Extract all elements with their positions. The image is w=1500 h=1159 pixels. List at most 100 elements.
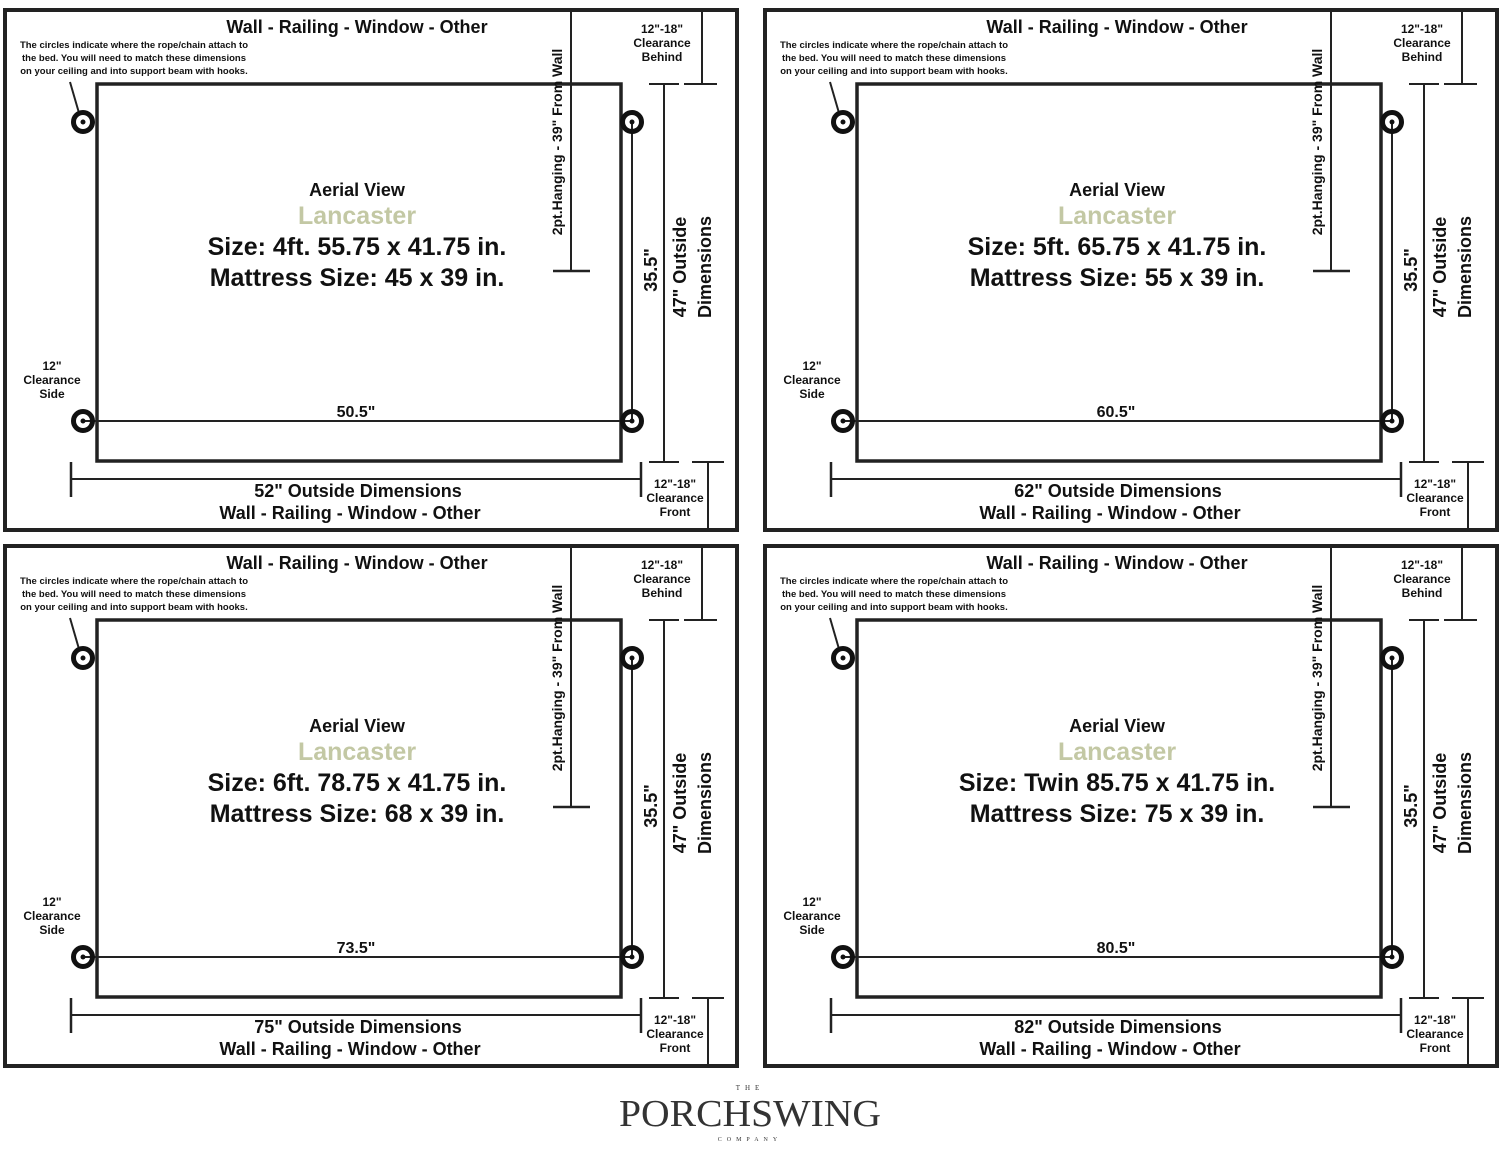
inner-width-label: 73.5" bbox=[337, 940, 376, 957]
size-label: Size: Twin 85.75 x 41.75 in. bbox=[959, 769, 1275, 797]
model-name: Lancaster bbox=[298, 202, 416, 230]
note-line: the bed. You will need to match these di… bbox=[22, 53, 246, 64]
inner-depth-label: 35.5" bbox=[641, 784, 661, 828]
outer-width-label: 62" Outside Dimensions bbox=[1014, 481, 1222, 501]
clearance-behind: Behind bbox=[1402, 586, 1443, 600]
note-line: The circles indicate where the rope/chai… bbox=[20, 40, 248, 51]
note-pointer bbox=[69, 617, 80, 650]
note-line: on your ceiling and into support beam wi… bbox=[780, 602, 1007, 613]
inner-width-label: 50.5" bbox=[337, 404, 376, 421]
note-line: the bed. You will need to match these di… bbox=[782, 53, 1006, 64]
size-diagram-panel: Wall - Railing - Window - Other The circ… bbox=[3, 544, 739, 1068]
clearance-side: Side bbox=[39, 387, 65, 401]
clearance-behind: 12"-18" bbox=[1401, 558, 1443, 572]
clearance-front: Clearance bbox=[1406, 491, 1464, 505]
note-line: the bed. You will need to match these di… bbox=[782, 589, 1006, 600]
attach-point-icon bbox=[831, 409, 855, 433]
bed-outline bbox=[855, 618, 1383, 999]
model-name: Lancaster bbox=[1058, 738, 1176, 766]
clearance-behind: 12"-18" bbox=[641, 22, 683, 36]
mattress-size-label: Mattress Size: 68 x 39 in. bbox=[210, 800, 505, 828]
bed-outline bbox=[95, 618, 623, 999]
outer-width-label: 52" Outside Dimensions bbox=[254, 481, 462, 501]
clearance-front: Front bbox=[660, 505, 691, 519]
size-label: Size: 4ft. 55.75 x 41.75 in. bbox=[208, 233, 507, 261]
attach-point-icon bbox=[1380, 646, 1404, 670]
model-name: Lancaster bbox=[1058, 202, 1176, 230]
attach-point-icon bbox=[71, 945, 95, 969]
clearance-front: Clearance bbox=[646, 1027, 704, 1041]
logo-the: THE bbox=[736, 1084, 765, 1092]
wall-label-bottom: Wall - Railing - Window - Other bbox=[219, 1039, 480, 1059]
size-diagram-panel: Wall - Railing - Window - Other The circ… bbox=[763, 8, 1499, 532]
wall-label-top: Wall - Railing - Window - Other bbox=[226, 17, 487, 37]
attach-point-icon bbox=[831, 110, 855, 134]
mattress-size-label: Mattress Size: 75 x 39 in. bbox=[970, 800, 1265, 828]
logo-company: COMPANY bbox=[718, 1137, 782, 1143]
clearance-side: 12" bbox=[42, 359, 61, 373]
size-label: Size: 5ft. 65.75 x 41.75 in. bbox=[968, 233, 1267, 261]
wall-label-top: Wall - Railing - Window - Other bbox=[986, 553, 1247, 573]
clearance-side: Clearance bbox=[783, 909, 841, 923]
clearance-side: Clearance bbox=[783, 373, 841, 387]
inner-depth-label: 35.5" bbox=[641, 248, 661, 292]
note-line: on your ceiling and into support beam wi… bbox=[20, 66, 247, 77]
brand-logo: THE PORCHSWING COMPANY bbox=[619, 1084, 881, 1143]
inner-width-label: 60.5" bbox=[1097, 404, 1136, 421]
outer-depth-label: 47" Outside bbox=[670, 217, 690, 318]
clearance-side: Side bbox=[799, 387, 825, 401]
clearance-front: 12"-18" bbox=[654, 477, 696, 491]
mattress-size-label: Mattress Size: 55 x 39 in. bbox=[970, 264, 1265, 292]
attach-point-icon bbox=[71, 409, 95, 433]
clearance-behind: Clearance bbox=[633, 36, 691, 50]
note-pointer bbox=[829, 617, 840, 650]
attach-point-icon bbox=[620, 409, 644, 433]
clearance-front: Clearance bbox=[1406, 1027, 1464, 1041]
clearance-side: Clearance bbox=[23, 373, 81, 387]
attach-point-icon bbox=[620, 110, 644, 134]
note-line: The circles indicate where the rope/chai… bbox=[20, 576, 248, 587]
clearance-behind: 12"-18" bbox=[641, 558, 683, 572]
hanging-label: 2pt.Hanging - 39" From Wall bbox=[549, 49, 565, 236]
clearance-behind: Clearance bbox=[633, 572, 691, 586]
wall-label-bottom: Wall - Railing - Window - Other bbox=[219, 503, 480, 523]
note-pointer bbox=[69, 81, 80, 114]
note-line: The circles indicate where the rope/chai… bbox=[780, 576, 1008, 587]
clearance-front: Front bbox=[1420, 1041, 1451, 1055]
clearance-side: Side bbox=[39, 923, 65, 937]
clearance-behind: Clearance bbox=[1393, 36, 1451, 50]
panel-border bbox=[763, 8, 1499, 532]
wall-label-bottom: Wall - Railing - Window - Other bbox=[979, 1039, 1240, 1059]
note-line: The circles indicate where the rope/chai… bbox=[780, 40, 1008, 51]
clearance-side: Clearance bbox=[23, 909, 81, 923]
bed-outline bbox=[95, 82, 623, 463]
size-label: Size: 6ft. 78.75 x 41.75 in. bbox=[208, 769, 507, 797]
clearance-side: 12" bbox=[42, 895, 61, 909]
outer-width-label: 75" Outside Dimensions bbox=[254, 1017, 462, 1037]
clearance-side: Side bbox=[799, 923, 825, 937]
attach-point-icon bbox=[71, 110, 95, 134]
clearance-front: 12"-18" bbox=[654, 1013, 696, 1027]
aerial-view-label: Aerial View bbox=[309, 180, 406, 200]
attach-point-icon bbox=[1380, 409, 1404, 433]
clearance-side: 12" bbox=[802, 895, 821, 909]
model-name: Lancaster bbox=[298, 738, 416, 766]
outer-depth-label: Dimensions bbox=[695, 216, 715, 318]
clearance-front: 12"-18" bbox=[1414, 477, 1456, 491]
aerial-view-label: Aerial View bbox=[309, 716, 406, 736]
hanging-label: 2pt.Hanging - 39" From Wall bbox=[1309, 49, 1325, 236]
note-pointer bbox=[829, 81, 840, 114]
clearance-side: 12" bbox=[802, 359, 821, 373]
outer-depth-label: 47" Outside bbox=[1430, 217, 1450, 318]
aerial-view-label: Aerial View bbox=[1069, 180, 1166, 200]
mattress-size-label: Mattress Size: 45 x 39 in. bbox=[210, 264, 505, 292]
attach-point-icon bbox=[831, 646, 855, 670]
wall-label-top: Wall - Railing - Window - Other bbox=[226, 553, 487, 573]
outer-depth-label: Dimensions bbox=[695, 752, 715, 854]
outer-depth-label: 47" Outside bbox=[1430, 753, 1450, 854]
outer-depth-label: Dimensions bbox=[1455, 752, 1475, 854]
panel-border bbox=[3, 544, 739, 1068]
logo-main: PORCHSWING bbox=[619, 1093, 881, 1135]
note-line: on your ceiling and into support beam wi… bbox=[780, 66, 1007, 77]
